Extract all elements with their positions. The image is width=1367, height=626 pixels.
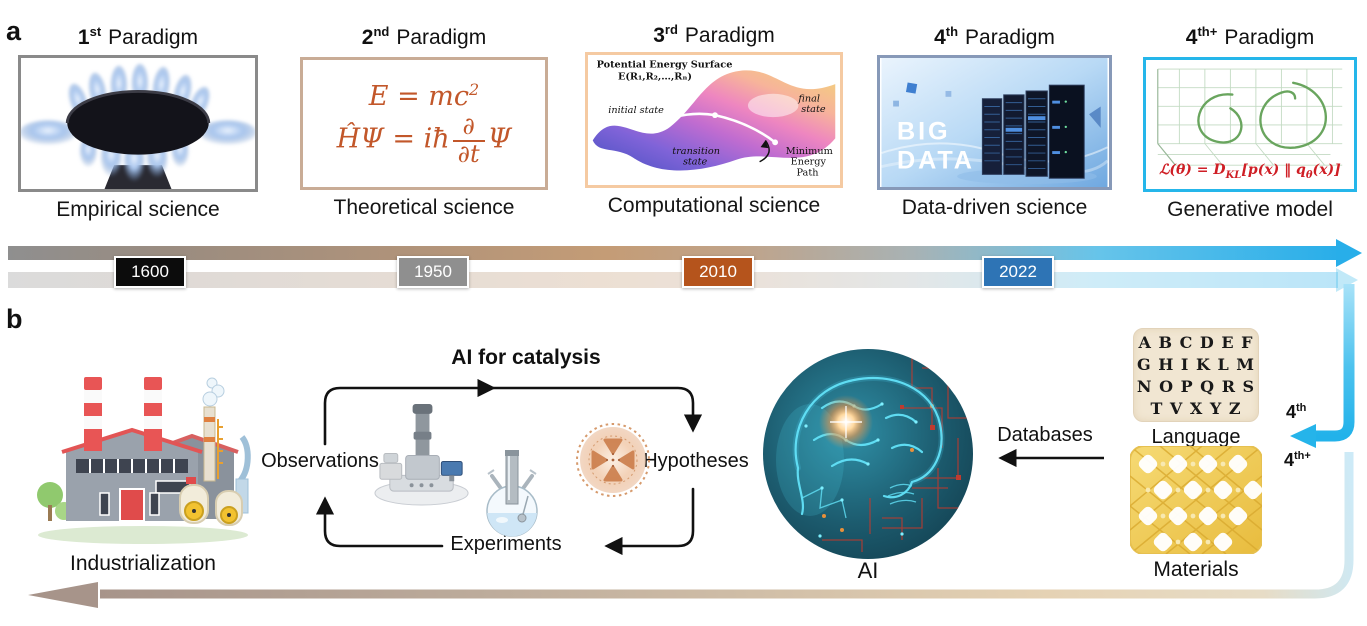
svg-text:Path: Path — [796, 167, 818, 178]
databases-label: Databases — [997, 424, 1093, 446]
language-image: A B C D E F G H I K L M N O P Q R S T V … — [1133, 328, 1259, 422]
timeline-arrow — [8, 246, 1338, 260]
flask-image — [478, 450, 546, 540]
svg-text:DATA: DATA — [897, 147, 975, 175]
empirical-science-image — [18, 55, 258, 192]
fourth-plus-paradigm-tag: 4th+ — [1284, 450, 1311, 470]
svg-text:state: state — [683, 157, 708, 168]
equation-schrodinger: ĤΨ = iħ ∂ ∂t Ψ — [336, 112, 512, 168]
generative-model-image: ℒ(θ) = DKL[p(x) ‖ qθ(x)] — [1143, 57, 1357, 192]
fourth-paradigm-tag: 4th — [1286, 402, 1307, 422]
factory-image — [32, 358, 254, 548]
paradigm-2-title: 2nd Paradigm — [361, 24, 487, 49]
potential-energy-surface-icon: Potential Energy Surface E(R₁,R₂,…,Rₙ) i… — [588, 55, 840, 185]
language-row: N O P Q R S — [1136, 377, 1256, 396]
timeline-arrowhead-icon — [1336, 239, 1362, 267]
data-driven-science-image: BIG DATA — [877, 55, 1112, 190]
kl-divergence-equation: ℒ(θ) = DKL[p(x) ‖ qθ(x)] — [1159, 162, 1341, 181]
ai-brain-icon — [763, 349, 973, 559]
panel-a-label: a — [6, 16, 22, 46]
computational-science-image: Potential Energy Surface E(R₁,R₂,…,Rₙ) i… — [585, 52, 843, 188]
instrument-image — [370, 404, 478, 508]
paradigm-3-number: 3 — [653, 24, 665, 47]
industrialization-caption: Industrialization — [70, 552, 216, 575]
paradigm-4-title: 4th Paradigm — [934, 24, 1055, 49]
big-data-text: BIG — [897, 117, 951, 145]
pes-mep-label: Minimum — [786, 146, 833, 157]
computational-science-caption: Computational science — [607, 194, 821, 217]
paradigm-3-title: 3rd Paradigm — [653, 22, 775, 47]
fourth-paradigm-elbow-arrow — [1314, 284, 1355, 442]
ai-caption: AI — [857, 558, 879, 583]
return-arrowhead-icon — [28, 582, 98, 608]
observations-label: Observations — [261, 450, 379, 472]
ai-for-catalysis-title: AI for catalysis — [451, 346, 601, 369]
timeline-reflection-arrowhead-icon — [1336, 268, 1358, 292]
timeline-year-1600: 1600 — [114, 256, 186, 288]
pes-initial-state-label: initial state — [608, 105, 664, 116]
pes-final-state-label: final — [797, 94, 820, 105]
pes-transition-state-label: transition — [672, 146, 720, 157]
data-driven-science-caption: Data-driven science — [901, 196, 1088, 219]
gas-flame-icon — [21, 58, 255, 189]
theoretical-science-image: E = mc2 ĤΨ = iħ ∂ ∂t Ψ — [300, 57, 548, 190]
paradigm-4-number: 4 — [934, 26, 946, 49]
catalyst-particle-image — [574, 421, 652, 499]
language-row: G H I K L M — [1137, 355, 1255, 374]
physics-equations: E = mc2 ĤΨ = iħ ∂ ∂t Ψ — [303, 60, 545, 187]
language-row: T V X Y Z — [1150, 399, 1242, 418]
materials-image — [1129, 445, 1263, 555]
big-data-servers-icon: BIG DATA — [881, 58, 1109, 187]
theoretical-science-caption: Theoretical science — [333, 196, 515, 219]
generative-model-caption: Generative model — [1167, 198, 1333, 221]
language-caption: Language — [1151, 426, 1241, 448]
pes-title: Potential Energy Surface — [597, 60, 733, 71]
zeolite-lattice-icon — [1129, 445, 1263, 555]
electron-microscope-icon — [374, 404, 469, 506]
round-bottom-flask-icon — [486, 450, 538, 537]
svg-text:state: state — [801, 104, 826, 115]
timeline-year-2022: 2022 — [982, 256, 1054, 288]
paradigm-4plus-title: 4th+ Paradigm — [1185, 24, 1315, 49]
fourth-paradigm-arrowhead-icon — [1290, 424, 1316, 448]
latent-space-plot-icon — [1146, 61, 1354, 188]
materials-caption: Materials — [1153, 558, 1239, 581]
paradigm-1-title: 1st Paradigm — [77, 24, 199, 49]
language-row: A B C D E F — [1138, 333, 1254, 352]
timeline-reflection — [8, 272, 1338, 288]
svg-text:Energy: Energy — [791, 157, 827, 168]
empirical-science-caption: Empirical science — [56, 198, 220, 221]
paradigm-4plus-number: 4 — [1185, 26, 1198, 49]
paradigm-1-number: 1 — [77, 26, 90, 49]
panel-b-label: b — [6, 304, 23, 334]
nanoparticle-icon — [576, 423, 650, 497]
timeline-year-2010: 2010 — [682, 256, 754, 288]
timeline-year-1950: 1950 — [397, 256, 469, 288]
equation-emc2: E = mc2 — [368, 80, 480, 113]
factory-icon — [37, 377, 251, 544]
ai-brain-image — [762, 348, 974, 560]
paradigm-2-number: 2 — [361, 26, 374, 49]
pes-formula: E(R₁,R₂,…,Rₙ) — [618, 71, 692, 82]
